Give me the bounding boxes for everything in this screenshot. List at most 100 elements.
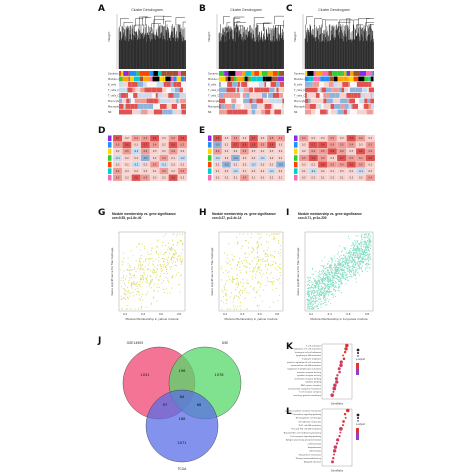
scatter-point (320, 291, 322, 293)
scatter-point (278, 233, 280, 235)
scatter-point (167, 264, 169, 266)
scatter-point (167, 249, 169, 251)
panel-label-d: D (98, 126, 106, 136)
scatter-point (138, 298, 140, 300)
scatter-point (336, 272, 338, 275)
scatter-point (331, 281, 334, 283)
scatter-point (144, 248, 146, 250)
scatter-point (269, 273, 271, 275)
scatter-point (147, 252, 149, 254)
heatmap-cell-value: 0.5 (302, 157, 306, 160)
scatter-point (331, 262, 333, 264)
scatter-point (267, 255, 269, 257)
track-cell (315, 104, 319, 109)
scatter-point (259, 295, 261, 297)
scatter-point (150, 253, 152, 255)
heatmap-cell-value: 0.4 (153, 144, 157, 147)
track-cell (368, 87, 374, 93)
scatter-point (242, 279, 244, 281)
scatter-point (280, 249, 282, 251)
scatter-point (361, 241, 363, 243)
size-legend-dot (356, 413, 360, 417)
scatter-point (352, 259, 354, 261)
heatmap-cell-value: 0.1 (216, 170, 220, 173)
scatter-point (338, 283, 340, 285)
track-cell (272, 93, 280, 98)
scatter-point (332, 284, 334, 286)
heatmap-cell-value: 0.3 (243, 157, 247, 160)
track-label: T_cells_CD8 (294, 89, 309, 92)
scatter-point (239, 294, 241, 296)
scatter-point (365, 235, 367, 237)
scatter-point (328, 271, 330, 273)
plot-frame (118, 231, 186, 312)
track-cell (157, 93, 163, 98)
scatter-point (124, 293, 126, 295)
heatmap-cell-value: 0.4 (302, 137, 306, 140)
scatter-point (177, 272, 179, 274)
scatter-point (354, 267, 356, 269)
scatter-point (348, 272, 350, 274)
scatter-point (228, 260, 230, 262)
scatter-point (256, 270, 258, 272)
scatter-point (370, 258, 372, 260)
scatter-point (171, 287, 173, 289)
scatter-point (309, 305, 311, 307)
scatter-point (276, 233, 278, 235)
track-cell (219, 87, 223, 93)
heatmap-cell-value: 0.5 (171, 137, 175, 140)
scatter-point (306, 308, 308, 310)
panel-label-i: I (286, 208, 290, 218)
track-cell (156, 87, 163, 93)
scatter-point (256, 271, 258, 273)
dendrogram-title: Cluster Dendrogram (230, 8, 262, 12)
scatter-point (307, 288, 310, 290)
scatter-point (160, 265, 163, 267)
scatter-point (342, 264, 345, 266)
track-cell (366, 109, 373, 115)
heatmap-cell-value: 0.4 (359, 157, 363, 160)
track-cell (347, 76, 349, 82)
scatter-point (346, 269, 348, 271)
x-tick-label: 0.2 (123, 312, 127, 316)
scatter-point (253, 257, 255, 259)
scatter-point (275, 287, 277, 289)
scatter-point (311, 300, 313, 302)
track-label: Module colors (294, 78, 311, 81)
scatter-point (176, 258, 178, 260)
scatter-point (265, 284, 267, 286)
track-cell (153, 98, 158, 104)
track-cell (335, 93, 340, 98)
scatter-point (357, 254, 359, 256)
heatmap-cell-value: 0.4 (162, 157, 166, 160)
scatter-point (146, 294, 148, 296)
scatter-point (318, 274, 320, 276)
dotplot-panel-l: Cytokine-cytokine receptor interaction Ch… (284, 407, 370, 473)
scatter-point (308, 287, 310, 289)
scatter-point (122, 280, 124, 282)
track-cell (254, 98, 257, 104)
module-color-swatch (108, 142, 112, 148)
scatter-point (306, 298, 308, 301)
scatter-point (245, 308, 247, 310)
scatter-point (347, 260, 350, 262)
scatter-point (276, 269, 278, 271)
term-dot (332, 449, 337, 453)
heatmap-cell-value: 0.5 (116, 177, 120, 180)
scatter-point (355, 270, 357, 272)
scatter-point (342, 269, 344, 271)
track-cell (222, 109, 225, 115)
track-cell (332, 71, 338, 76)
scatter-point (309, 288, 311, 290)
color-legend-swatch (356, 367, 359, 371)
scatter-point (269, 306, 271, 308)
scatter-point (320, 299, 322, 301)
scatter-point (364, 243, 366, 245)
scatter-point (360, 237, 363, 239)
track-cell (337, 76, 344, 82)
heatmap-cell-value: 0.2 (216, 163, 220, 166)
scatter-point (319, 282, 321, 284)
track-label: Macrophages (108, 106, 125, 109)
track-cell (159, 109, 163, 115)
scatter-point (368, 255, 370, 257)
